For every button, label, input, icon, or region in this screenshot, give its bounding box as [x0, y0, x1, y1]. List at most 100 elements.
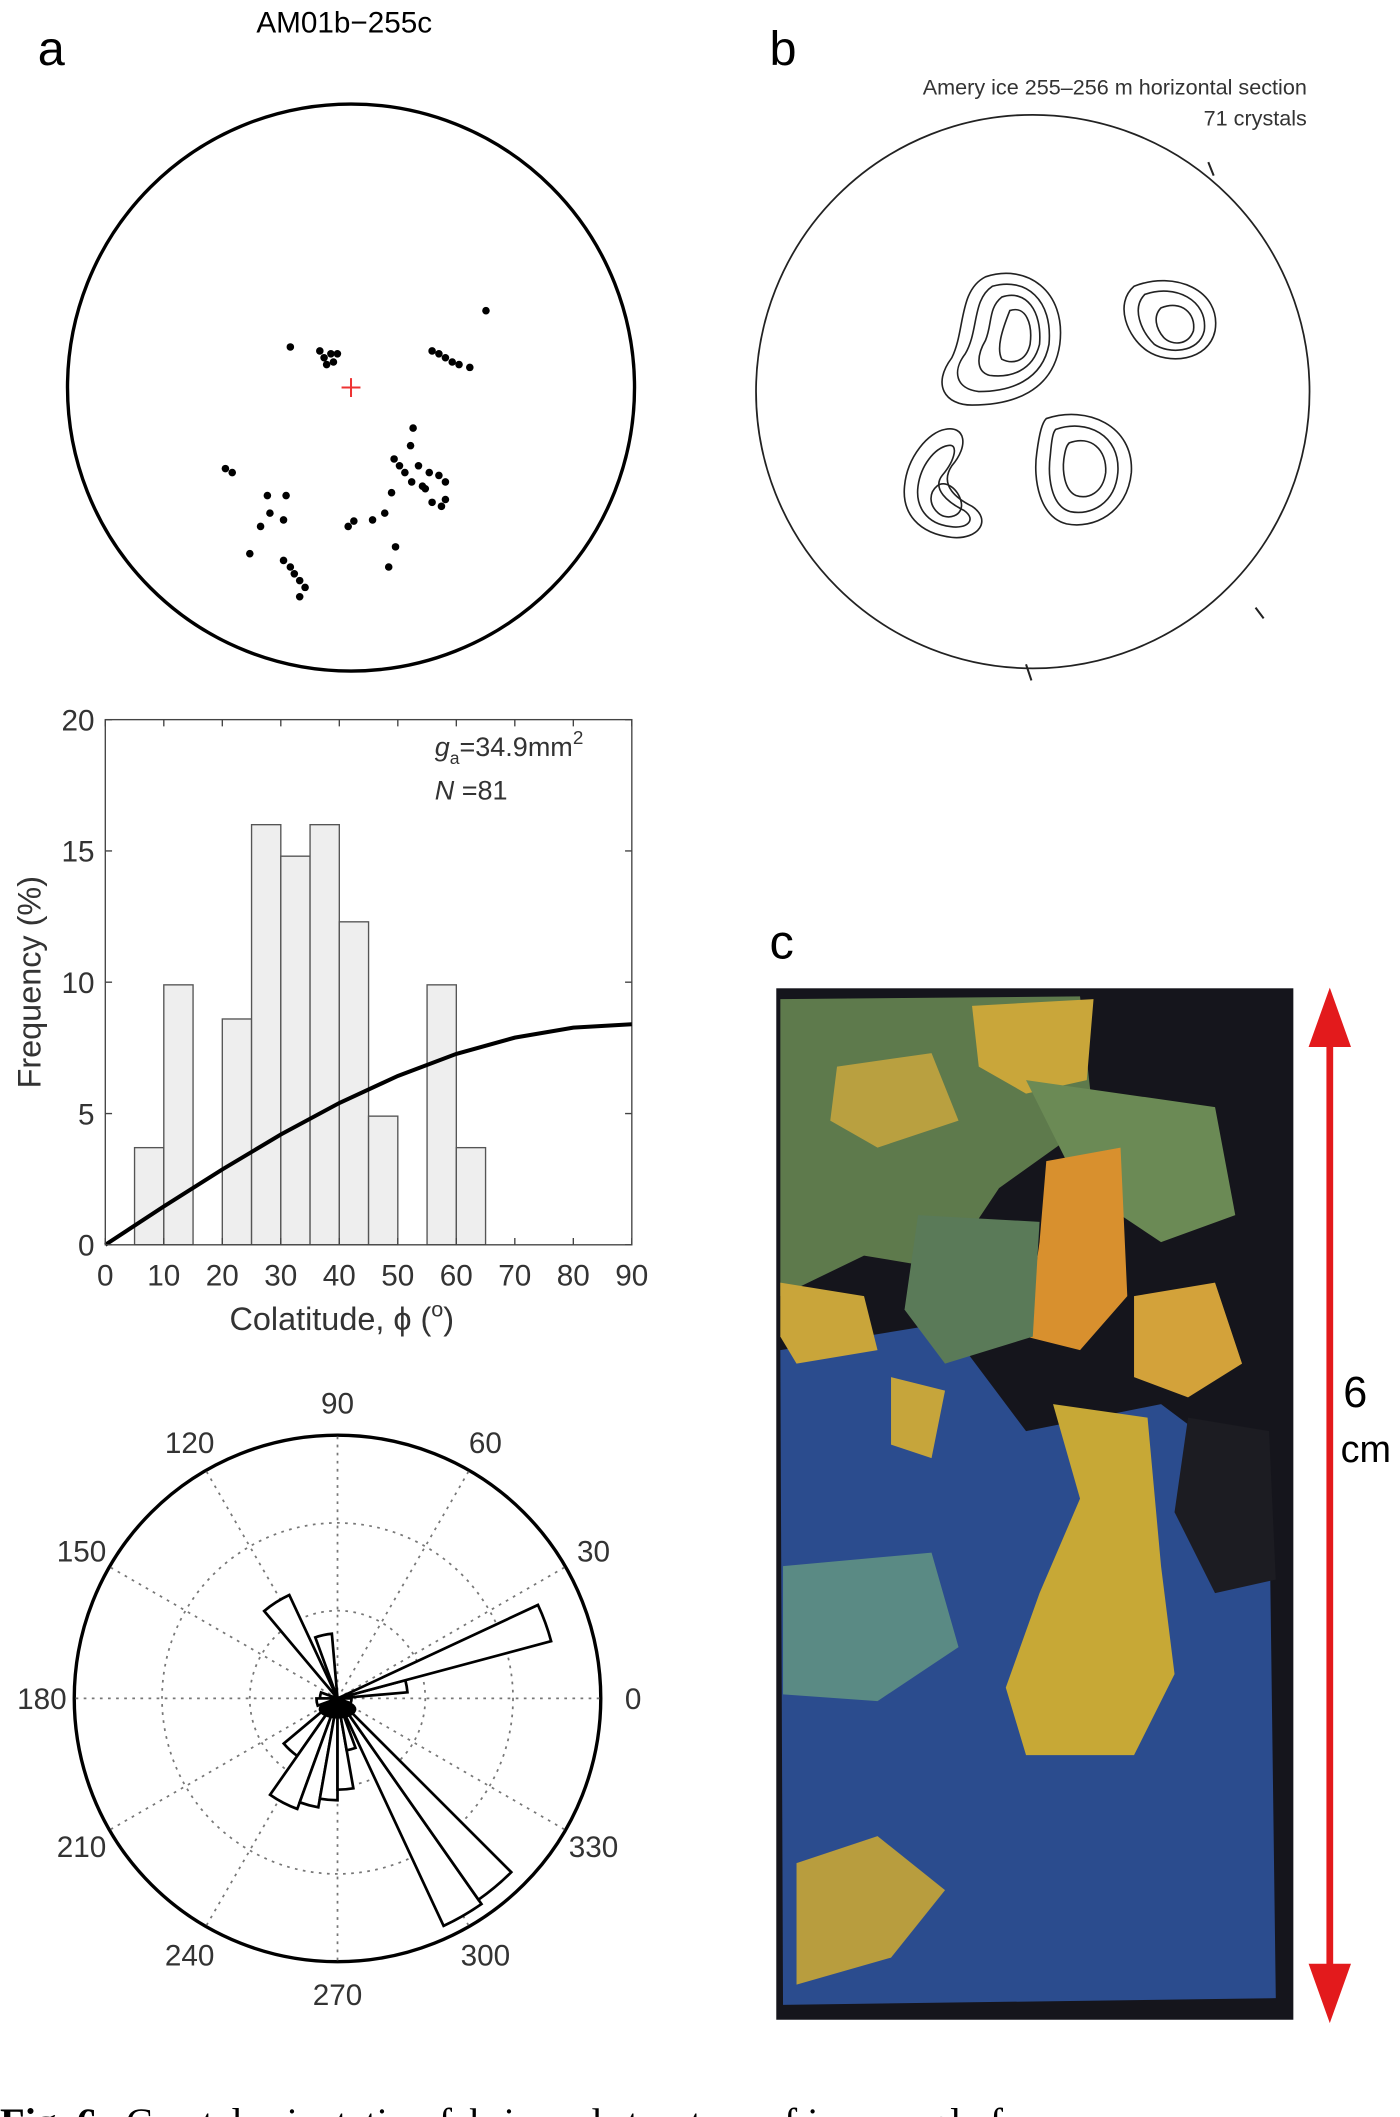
- data-point: [406, 441, 415, 450]
- data-point: [320, 353, 328, 362]
- data-point: [368, 516, 377, 524]
- x-tick-label: 30: [264, 1259, 297, 1292]
- data-point: [418, 482, 427, 490]
- data-point: [425, 468, 434, 477]
- rose-spoke: [205, 1469, 339, 1699]
- net-circle: [65, 102, 637, 673]
- caption: Fig. 6. Crystal orientation fabric and st…: [0, 2100, 1068, 2117]
- rose-petal: [297, 1697, 339, 1809]
- data-point: [387, 488, 396, 497]
- data-point: [322, 360, 331, 369]
- stereonet-title: AM01b−255c: [256, 6, 432, 39]
- data-point: [279, 516, 288, 524]
- theta-tick-label: 270: [313, 1979, 363, 2012]
- theta-tick-label: 120: [165, 1427, 215, 1460]
- data-point: [327, 350, 335, 358]
- data-point: [286, 563, 295, 571]
- x-label-text: Colatitude, ϕ (: [230, 1301, 432, 1337]
- data-point: [409, 424, 417, 432]
- histogram-bar: [280, 855, 311, 1246]
- data-point: [221, 464, 230, 473]
- scale-arrow: [1308, 987, 1352, 2024]
- data-point: [282, 491, 290, 500]
- x-tick-label: 40: [323, 1259, 356, 1292]
- x-label-degree: o: [431, 1296, 443, 1321]
- x-tick-label: 0: [97, 1259, 114, 1292]
- x-tick-label: 10: [147, 1259, 180, 1292]
- data-point: [286, 343, 295, 351]
- histogram-bar: [367, 1115, 399, 1246]
- theta-tick-label: 330: [569, 1831, 619, 1864]
- caption-label: Fig. 6.: [0, 2100, 107, 2117]
- data-point: [266, 509, 274, 517]
- contour-net: [755, 113, 1311, 681]
- histogram-bar: [309, 823, 340, 1246]
- data-point: [279, 556, 288, 565]
- data-point: [428, 347, 436, 355]
- data-point: [441, 478, 450, 486]
- data-point: [407, 478, 416, 486]
- theta-tick-label: 0: [625, 1683, 642, 1716]
- x-tick-label: 90: [615, 1259, 648, 1292]
- histogram-bar: [221, 1018, 253, 1246]
- annotation-text: =81: [454, 775, 507, 805]
- data-point: [316, 347, 324, 355]
- data-point: [428, 498, 436, 507]
- theta-tick-label: 240: [165, 1939, 215, 1972]
- panel-b-title: Amery ice 255–256 m horizontal section: [923, 75, 1307, 100]
- data-point: [391, 543, 400, 551]
- caption-text: Crystal orientation fabric and structure…: [126, 2100, 1068, 2117]
- rose-petal: [336, 1697, 484, 1928]
- histogram-bar: [338, 921, 370, 1246]
- rose-petal: [262, 1593, 339, 1700]
- theta-tick-label: 300: [461, 1939, 511, 1972]
- data-point: [290, 570, 299, 578]
- data-point: [455, 360, 463, 369]
- x-tick-label: 20: [206, 1259, 239, 1292]
- y-tick-label: 10: [61, 967, 94, 1000]
- data-point: [344, 522, 352, 531]
- panel-label: b: [770, 22, 797, 76]
- panel-label: c: [770, 916, 794, 970]
- x-tick-label: 60: [440, 1259, 473, 1292]
- rose-petal: [313, 1632, 339, 1699]
- data-point: [390, 455, 398, 463]
- theta-tick-label: 60: [469, 1427, 502, 1460]
- curve: [104, 1022, 632, 1247]
- data-point: [448, 358, 457, 366]
- rose-petal: [336, 1603, 553, 1700]
- rose-outer-circle: [72, 1433, 603, 1964]
- rose-petal: [318, 1698, 339, 1802]
- annotation-symbol: N: [435, 775, 455, 805]
- annotation-subscript: a: [450, 748, 460, 768]
- data-point: [437, 502, 446, 511]
- rose-spoke: [337, 1697, 566, 1831]
- rose-ring: [248, 1609, 427, 1788]
- annotation-text: =34.9mm: [460, 732, 573, 762]
- x-tick-label: 50: [381, 1259, 414, 1292]
- x-label-close: ): [443, 1301, 454, 1337]
- y-tick-label: 5: [78, 1098, 95, 1131]
- center-cross: [341, 378, 361, 397]
- data-point: [228, 468, 237, 477]
- scale-value: 6: [1343, 1369, 1367, 1417]
- data-point: [301, 583, 309, 592]
- data-point: [441, 495, 450, 504]
- rose-spoke: [337, 1566, 566, 1700]
- annotation-symbol: g: [435, 732, 450, 762]
- data-point: [466, 363, 474, 372]
- y-tick-label: 0: [78, 1230, 95, 1263]
- rose-petal: [268, 1697, 339, 1811]
- rose-petal: [336, 1697, 514, 1902]
- rose-ring: [161, 1522, 514, 1875]
- x-tick-label: 70: [498, 1259, 531, 1292]
- theta-tick-label: 30: [577, 1535, 610, 1568]
- y-axis-label: Frequency (%): [12, 876, 48, 1088]
- histogram-bar: [426, 984, 457, 1246]
- annotation-superscript: 2: [573, 728, 584, 749]
- data-point: [435, 471, 443, 480]
- x-tick-label: 80: [557, 1259, 590, 1292]
- data-point: [295, 592, 304, 601]
- data-point: [263, 491, 272, 500]
